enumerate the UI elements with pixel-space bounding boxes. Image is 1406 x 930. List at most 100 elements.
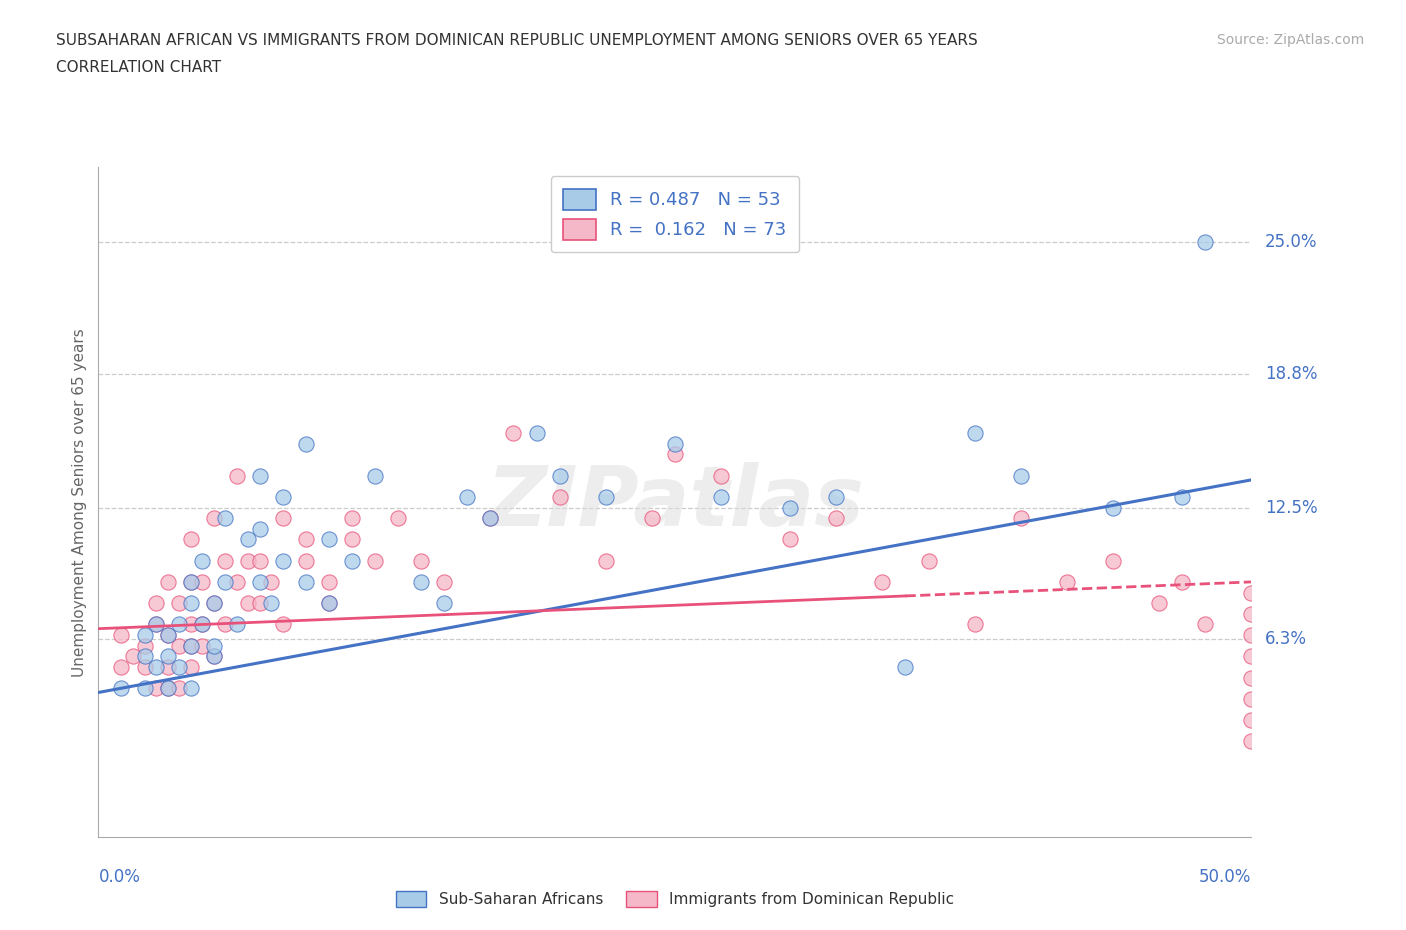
Point [145,617,167,631]
Point [1240,712,1263,727]
Point [779,532,801,547]
Point [202,638,225,653]
Point [110,628,132,643]
Point [664,447,686,462]
Point [364,553,387,568]
Point [225,468,247,483]
Point [271,489,294,504]
Point [180,681,202,696]
Point [180,659,202,674]
Point [340,511,363,525]
Point [122,649,145,664]
Point [249,468,271,483]
Point [1194,617,1216,631]
Point [433,575,456,590]
Point [191,617,214,631]
Point [271,617,294,631]
Point [710,489,733,504]
Point [894,659,917,674]
Point [156,628,179,643]
Point [180,617,202,631]
Point [110,659,132,674]
Point [1102,553,1125,568]
Point [1240,606,1263,621]
Text: 6.3%: 6.3% [1265,631,1308,648]
Point [225,575,247,590]
Point [1171,489,1194,504]
Point [134,659,156,674]
Point [180,532,202,547]
Point [202,596,225,611]
Point [202,596,225,611]
Point [548,489,571,504]
Point [191,553,214,568]
Point [180,638,202,653]
Point [180,575,202,590]
Point [180,596,202,611]
Point [872,575,894,590]
Point [214,553,236,568]
Point [249,553,271,568]
Point [340,553,363,568]
Point [145,659,167,674]
Legend: R = 0.487   N = 53, R =  0.162   N = 73: R = 0.487 N = 53, R = 0.162 N = 73 [551,177,799,252]
Point [433,596,456,611]
Text: 0.0%: 0.0% [98,868,141,885]
Point [1056,575,1078,590]
Point [180,575,202,590]
Text: SUBSAHARAN AFRICAN VS IMMIGRANTS FROM DOMINICAN REPUBLIC UNEMPLOYMENT AMONG SENI: SUBSAHARAN AFRICAN VS IMMIGRANTS FROM DO… [56,33,979,47]
Point [156,575,179,590]
Point [963,426,986,441]
Point [225,617,247,631]
Point [548,468,571,483]
Point [134,681,156,696]
Text: 18.8%: 18.8% [1265,365,1317,382]
Point [1240,628,1263,643]
Point [411,553,433,568]
Point [318,575,340,590]
Point [1240,585,1263,600]
Point [238,596,260,611]
Point [167,617,190,631]
Point [295,436,318,451]
Point [1240,649,1263,664]
Point [156,659,179,674]
Point [238,532,260,547]
Point [779,500,801,515]
Point [1147,596,1170,611]
Point [156,649,179,664]
Point [271,553,294,568]
Point [191,575,214,590]
Point [1010,468,1032,483]
Point [249,596,271,611]
Point [202,511,225,525]
Point [318,596,340,611]
Point [295,553,318,568]
Point [1240,671,1263,685]
Point [156,628,179,643]
Point [479,511,502,525]
Point [249,522,271,537]
Point [202,649,225,664]
Point [1240,734,1263,749]
Point [249,575,271,590]
Point [1010,511,1032,525]
Point [167,681,190,696]
Point [145,617,167,631]
Point [641,511,664,525]
Point [387,511,409,525]
Point [167,638,190,653]
Point [710,468,733,483]
Text: Source: ZipAtlas.com: Source: ZipAtlas.com [1216,33,1364,46]
Point [214,617,236,631]
Point [180,638,202,653]
Point [502,426,524,441]
Point [167,596,190,611]
Point [825,511,848,525]
Point [110,681,132,696]
Point [340,532,363,547]
Point [214,511,236,525]
Point [595,553,617,568]
Point [134,649,156,664]
Point [145,681,167,696]
